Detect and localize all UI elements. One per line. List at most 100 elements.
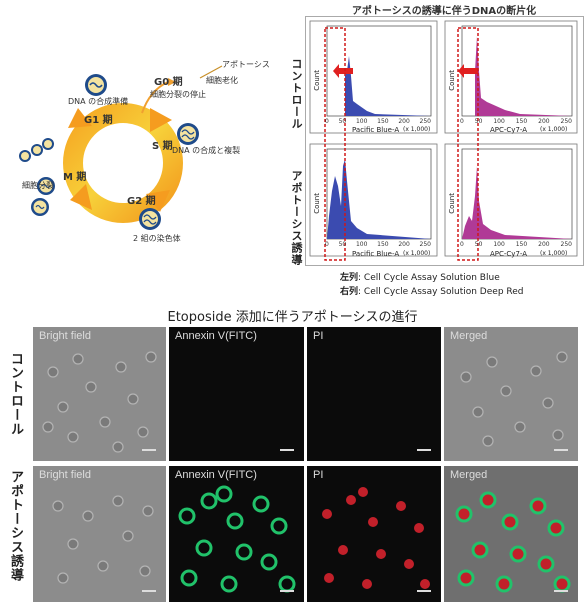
- tile-apoptosis-pi: PI: [307, 466, 441, 602]
- hist-panel-control-magenta: [444, 20, 578, 134]
- dotted-highlight-right: [457, 27, 479, 261]
- hist-panel-apoptosis-magenta: [444, 143, 578, 257]
- arrow-left-icon: [458, 64, 478, 78]
- legend-left: 左列: Cell Cycle Assay Solution Blue: [340, 270, 500, 283]
- tile-label: PI: [313, 330, 324, 342]
- x-label-apoptosis-blue: Pacific Blue-A: [352, 250, 400, 258]
- microscopy-title: Etoposide 添加に伴うアポトーシスの進行: [167, 310, 418, 325]
- cell-icon-g0: [85, 74, 107, 96]
- y-label-apoptosis-blue: Count: [313, 193, 321, 214]
- x-tick: 0: [460, 241, 464, 248]
- x-tick: 50: [474, 118, 483, 125]
- label-cell-division: 細胞分裂: [22, 181, 54, 190]
- cells-merged: [460, 351, 568, 447]
- x-tick: 50: [338, 241, 347, 248]
- x-unit-apoptosis-magenta: (x 1,000): [540, 250, 568, 257]
- scale-bar: [142, 449, 156, 451]
- x-tick: 100: [493, 241, 505, 248]
- x-tick: 150: [515, 241, 528, 248]
- x-ticks-control-blue: 0 50 100 150 200 250: [325, 118, 431, 125]
- x-tick: 150: [377, 241, 389, 248]
- cell-icon-g2: [139, 208, 161, 230]
- legend-right-text: : Cell Cycle Assay Solution Deep Red: [358, 287, 524, 297]
- tile-label: Merged: [450, 469, 488, 481]
- label-chromosome-pairs: 2 組の染色体: [133, 234, 181, 243]
- y-label-apoptosis-magenta: Count: [448, 193, 456, 214]
- phase-g1: G1 期: [84, 115, 113, 126]
- legend-left-key: 左列: [340, 273, 359, 283]
- x-tick: 250: [419, 241, 431, 248]
- scale-bar: [554, 590, 568, 592]
- scale-bar: [142, 590, 156, 592]
- legend-right: 右列: Cell Cycle Assay Solution Deep Red: [340, 284, 524, 297]
- x-tick: 200: [538, 118, 550, 125]
- x-unit-apoptosis-blue: (x 1,000): [403, 250, 431, 257]
- tile-apoptosis-merged: Merged: [444, 466, 578, 602]
- cells-green: [178, 485, 296, 593]
- cells-bright: [52, 495, 154, 584]
- x-tick: 250: [560, 118, 572, 125]
- y-label-control-magenta: Count: [448, 70, 456, 91]
- y-label-control-blue: Count: [313, 70, 321, 91]
- x-tick: 100: [493, 118, 505, 125]
- x-tick: 200: [398, 241, 410, 248]
- tile-label: Annexin V(FITC): [175, 469, 257, 481]
- histogram-row-label-control: コントロール: [290, 58, 303, 130]
- cells-red: [322, 487, 430, 589]
- tile-control-annexin: Annexin V(FITC): [169, 327, 304, 461]
- x-unit-control-blue: (x 1,000): [403, 126, 431, 133]
- phase-g0: G0 期: [154, 77, 183, 88]
- x-tick: 150: [515, 118, 528, 125]
- x-ticks-apoptosis-blue: 0 50 100 150 200 250: [325, 241, 431, 248]
- x-tick: 100: [355, 118, 368, 125]
- micro-row-label-apoptosis: アポトーシス誘導: [8, 470, 23, 582]
- cell-icon-s: [177, 123, 199, 145]
- x-tick: 100: [355, 241, 368, 248]
- x-tick: 200: [398, 118, 410, 125]
- tile-control-merged: Merged: [444, 327, 578, 461]
- label-dna-prep: DNA の合成準備: [68, 97, 129, 106]
- phase-g2: G2 期: [127, 196, 156, 207]
- x-label-apoptosis-magenta: APC-Cy7-A: [490, 250, 528, 258]
- x-tick: 250: [560, 241, 572, 248]
- label-arrest: 細胞分裂の停止: [150, 90, 206, 99]
- tile-control-bright-field: Bright field: [33, 327, 166, 461]
- tile-apoptosis-bright-field: Bright field: [33, 466, 166, 602]
- scale-bar: [417, 590, 431, 592]
- phase-m: M 期: [63, 172, 87, 183]
- tile-label: Annexin V(FITC): [175, 330, 257, 342]
- scale-bar: [280, 590, 294, 592]
- label-dna-synth: DNA の合成と複製: [172, 146, 241, 155]
- tile-label: Merged: [450, 330, 488, 342]
- dotted-highlight-left: [324, 27, 346, 261]
- legend-right-key: 右列: [340, 287, 359, 297]
- hist-panel-control-blue: [309, 20, 438, 134]
- scale-bar: [417, 449, 431, 451]
- hist-panel-apoptosis-blue: [309, 143, 438, 257]
- tile-label: PI: [313, 469, 324, 481]
- x-label-control-blue: Pacific Blue-A: [352, 126, 400, 134]
- x-tick: 250: [419, 118, 431, 125]
- x-tick: 0: [325, 118, 329, 125]
- x-unit-control-magenta: (x 1,000): [540, 126, 568, 133]
- histogram-panels: [309, 20, 578, 261]
- cells-bright: [42, 351, 157, 453]
- phase-s: S 期: [152, 141, 173, 152]
- arrow-left-icon: [333, 64, 353, 78]
- cell-icon-m: [19, 138, 54, 162]
- x-tick: 50: [338, 118, 347, 125]
- cells-merged: [455, 491, 571, 593]
- tile-label: Bright field: [39, 330, 91, 342]
- histogram-title: アポトーシスの誘導に伴うDNAの断片化: [351, 6, 537, 17]
- x-tick: 0: [325, 241, 329, 248]
- cell-icon-division: [31, 177, 55, 216]
- x-tick: 200: [538, 241, 550, 248]
- cell-cycle-diagram: G0 期 G1 期 S 期 G2 期 M 期 アポトーシス 細胞老化 細胞分裂の…: [0, 0, 300, 290]
- x-tick: 0: [460, 118, 464, 125]
- tile-label: Bright field: [39, 469, 91, 481]
- label-apoptosis: アポトーシス: [222, 60, 270, 69]
- x-label-control-magenta: APC-Cy7-A: [490, 126, 528, 134]
- x-ticks-control-magenta: 0 50 100 150 200 250: [460, 118, 572, 125]
- x-tick: 150: [377, 118, 389, 125]
- tile-control-pi: PI: [307, 327, 441, 461]
